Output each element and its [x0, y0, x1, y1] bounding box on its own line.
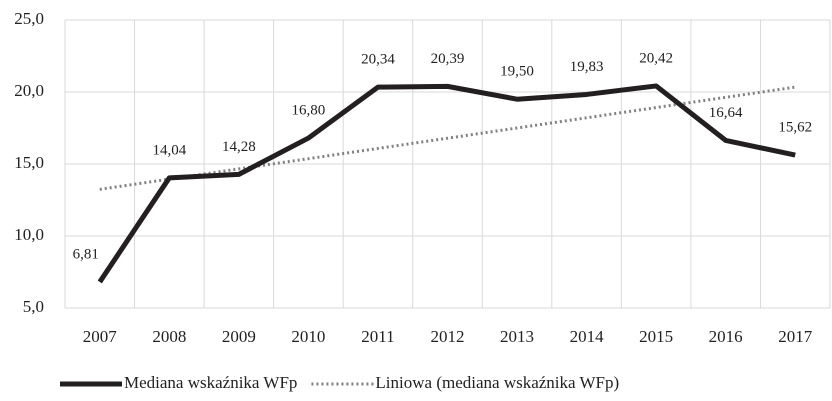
x-tick-label: 2008 [152, 327, 186, 346]
data-label: 16,64 [709, 105, 743, 121]
x-tick-label: 2010 [291, 327, 325, 346]
x-tick-label: 2016 [709, 327, 743, 346]
y-tick-label: 10,0 [14, 225, 44, 244]
data-label: 20,39 [431, 51, 465, 67]
y-tick-label: 5,0 [23, 297, 44, 316]
x-tick-label: 2015 [639, 327, 673, 346]
x-tick-label: 2007 [83, 327, 118, 346]
data-label: 20,34 [361, 52, 395, 68]
x-tick-label: 2009 [222, 327, 256, 346]
series-line [97, 83, 796, 284]
y-tick-label: 25,0 [14, 9, 44, 28]
x-tick-label: 2011 [361, 327, 394, 346]
data-label: 6,81 [73, 246, 99, 262]
data-label: 16,80 [292, 103, 326, 119]
x-tick-label: 2013 [500, 327, 534, 346]
data-label: 20,42 [639, 50, 673, 66]
x-tick-label: 2012 [431, 327, 465, 346]
legend-label: Liniowa (mediana wskaźnika WFp) [375, 373, 619, 392]
data-label: 19,50 [500, 64, 534, 80]
x-tick-label: 2014 [570, 327, 605, 346]
data-label: 14,28 [222, 139, 256, 155]
legend-label: Mediana wskaźnika WFp [124, 373, 297, 392]
y-tick-label: 20,0 [14, 81, 44, 100]
data-label: 15,62 [778, 120, 812, 136]
data-label: 19,83 [570, 59, 604, 75]
x-tick-label: 2017 [778, 327, 813, 346]
data-label: 14,04 [152, 142, 186, 158]
y-tick-label: 15,0 [14, 153, 44, 172]
